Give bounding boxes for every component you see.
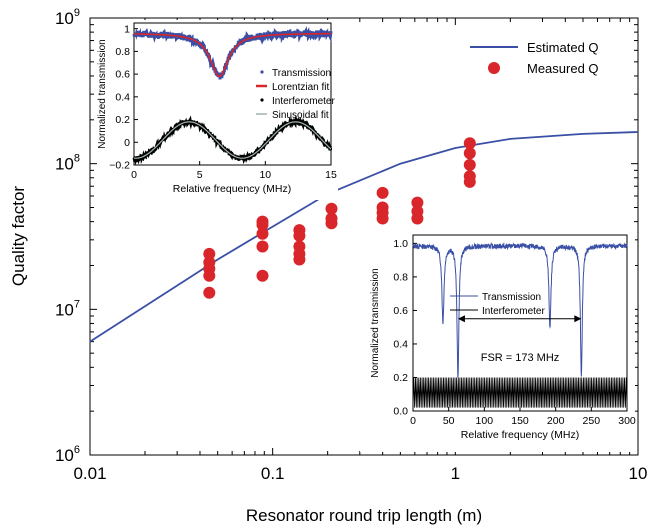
measured-q-point [203, 270, 215, 282]
inset1-x-axis-label: Relative frequency (MHz) [173, 183, 291, 195]
inset1-legend-interferometer-swatch [260, 98, 263, 101]
inset2-y-tick-label: 0.0 [393, 406, 408, 418]
measured-q-point [203, 287, 215, 299]
inset2-legend-transmission-label: Transmission [482, 292, 541, 303]
inset1-legend-lorentzian-label: Lorentzian fit [272, 82, 329, 93]
measured-q-point [377, 187, 389, 199]
legend-estimated-q-label: Estimated Q [527, 40, 599, 55]
inset2-y-tick-label: 1.0 [393, 238, 408, 250]
inset2-y-axis-label: Normalized transmission [370, 268, 381, 377]
measured-q-point [257, 241, 269, 253]
inset1-y-tick-label: 1 [124, 23, 130, 35]
main-y-axis-label: Quality factor [9, 186, 28, 286]
inset1-y-tick-label: 0.6 [115, 69, 130, 81]
measured-q-point [377, 213, 389, 225]
inset1-x-tick-label: 0 [131, 169, 137, 181]
inset1-y-axis-label: Normalized transmission [97, 39, 108, 148]
measured-q-point [293, 230, 305, 242]
inset2-legend-interferometer-label: Interferometer [482, 306, 545, 317]
measured-q-point [411, 213, 423, 225]
inset2-x-tick-label: 300 [618, 415, 636, 427]
inset-fsr-panel: 0.0 0.2 0.4 0.6 0.8 1.0 0 50 100 150 200… [360, 228, 636, 452]
main-x-tick-label: 0.01 [73, 464, 106, 483]
main-x-tick-label: 1 [451, 464, 460, 483]
main-y-tick-label: 109 [55, 7, 80, 28]
inset1-y-tick-label: 0.4 [115, 91, 130, 103]
inset1-x-tick-label: 10 [259, 169, 271, 181]
main-y-tick-labels: 106 107 108 109 [55, 7, 80, 465]
main-x-tick-label: 10 [629, 464, 648, 483]
inset1-y-tick-label: 0 [124, 137, 130, 149]
main-x-axis-label: Resonator round trip length (m) [246, 506, 482, 525]
inset2-y-tick-label: 0.4 [393, 338, 408, 350]
measured-q-point [257, 270, 269, 282]
legend-measured-q-swatch [488, 62, 500, 74]
fsr-annotation: FSR = 173 MHz [481, 352, 560, 364]
inset2-y-tick-label: 0.6 [393, 305, 408, 317]
inset1-x-tick-label: 15 [325, 169, 337, 181]
measured-q-point [257, 228, 269, 240]
inset2-x-tick-label: 250 [583, 415, 601, 427]
inset2-y-tick-label: 0.2 [393, 372, 408, 384]
inset1-legend-transmission-swatch [260, 70, 263, 73]
main-y-tick-label: 107 [55, 298, 80, 319]
inset2-x-tick-label: 200 [547, 415, 565, 427]
measured-q-point [464, 176, 476, 188]
inset2-x-tick-label: 100 [476, 415, 494, 427]
inset1-legend-interferometer-label: Interferometer [272, 96, 335, 107]
main-y-tick-label: 106 [55, 444, 80, 465]
measured-q-point [326, 217, 338, 229]
inset2-x-tick-label: 0 [410, 415, 416, 427]
inset1-legend-transmission-label: Transmission [272, 68, 331, 79]
inset1-y-tick-label: 0.8 [115, 46, 130, 58]
inset2-x-tick-label: 50 [443, 415, 455, 427]
main-x-tick-label: 0.1 [261, 464, 285, 483]
measured-q-point [464, 147, 476, 159]
inset1-y-tick-label: 0.2 [115, 114, 130, 126]
main-legend: Estimated Q Measured Q [470, 40, 599, 76]
legend-measured-q-label: Measured Q [527, 61, 599, 76]
main-x-tick-labels: 0.01 0.1 1 10 [73, 464, 647, 483]
inset1-x-tick-label: 5 [197, 169, 203, 181]
main-y-tick-label: 108 [55, 153, 80, 174]
measured-q-point [464, 159, 476, 171]
inset2-x-axis-label: Relative frequency (MHz) [461, 429, 579, 441]
inset1-legend-sinusoidal-label: Sinusoidal fit [272, 110, 329, 121]
inset2-x-tick-label: 150 [511, 415, 529, 427]
inset1-y-tick-label: −0.2 [109, 160, 130, 172]
inset2-y-tick-label: 0.8 [393, 271, 408, 283]
measured-q-point [293, 254, 305, 266]
inset-lorentzian-panel: −0.2 0 0.2 0.4 0.6 0.8 1 0 5 10 15 Relat… [97, 20, 338, 200]
